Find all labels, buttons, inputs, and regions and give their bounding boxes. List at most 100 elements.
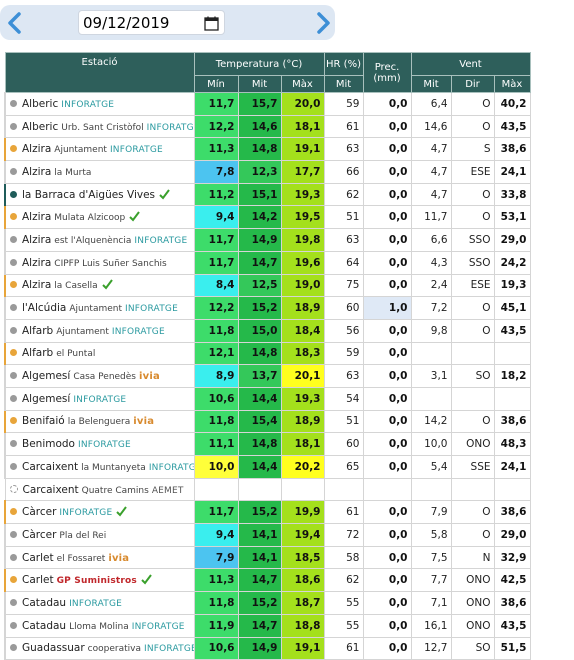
subheader: Dir <box>450 75 495 93</box>
value-cell <box>493 386 531 411</box>
value-cell: 11,7 <box>193 92 239 116</box>
value-cell: N <box>450 545 495 570</box>
station-row: Alzira la Murta 7,8 12,3 17,7 66 0,0 4,7 ESE 24,1 <box>4 160 531 184</box>
value-cell: 10,6 <box>193 386 239 411</box>
station-cell: Alzira CIPFP Luis Suñer Sanchis <box>4 250 195 275</box>
value-cell: 12,7 <box>410 636 452 660</box>
status-dot <box>10 576 17 584</box>
provider: ivia <box>133 416 155 428</box>
station-subname: Quatre Camins <box>81 485 149 496</box>
value-cell: 19,8 <box>280 228 325 252</box>
value-cell: O <box>450 92 495 116</box>
station-cell: Alzira la Casella <box>4 273 195 298</box>
value-cell <box>493 477 531 502</box>
station-cell: Alzira la Murta <box>4 160 195 184</box>
value-cell: 24,2 <box>493 250 531 275</box>
value-cell: 38,6 <box>493 409 531 434</box>
station-cell: Algemesí Casa Penedès ivia <box>4 364 195 388</box>
value-cell: 6,6 <box>410 228 452 252</box>
station-name: Algemesí <box>22 392 71 405</box>
date-input[interactable]: 09/12/2019 <box>78 10 225 35</box>
value-cell: 63 <box>323 228 364 252</box>
value-cell: 64 <box>323 250 364 275</box>
station-row: Càrcer INFORATGE 11,7 15,2 19,9 61 0,0 7,9 O 38,6 <box>4 500 531 525</box>
stations-table: Estació Temperatura (°C) HR (%) Prec. (m… <box>4 52 531 660</box>
station-cell: Alzira est l'Alquenència INFORATGE <box>4 228 195 252</box>
status-dot <box>10 621 17 629</box>
status-dot <box>10 462 17 470</box>
status-dot <box>10 281 17 289</box>
value-cell: SO <box>450 364 495 388</box>
station-subname: el Fossaret <box>56 553 106 564</box>
value-cell: 0,0 <box>362 568 412 593</box>
value-cell: 19,1 <box>280 137 325 162</box>
station-name: Alzira <box>22 165 52 178</box>
value-cell: 61 <box>323 500 364 525</box>
station-name: Catadau <box>22 596 67 609</box>
station-row: Carlet GP Suministros 11,3 14,7 18,6 62 0,0 7,7… <box>4 568 531 593</box>
station-name: Alzira <box>22 143 52 156</box>
value-cell <box>450 341 495 366</box>
status-dot <box>10 122 17 130</box>
station-cell: Alberic INFORATGE <box>4 92 195 116</box>
value-cell: 51 <box>323 205 364 230</box>
station-subname: la Murta <box>54 167 92 178</box>
provider: INFORATGE <box>73 394 127 405</box>
value-cell: 14,6 <box>410 114 452 139</box>
status-dot <box>10 190 17 198</box>
value-cell: 11,7 <box>193 228 239 252</box>
value-cell: 19,5 <box>280 205 325 230</box>
value-cell: 72 <box>323 523 364 547</box>
value-cell: 0,0 <box>362 250 412 275</box>
calendar-icon[interactable] <box>204 16 219 31</box>
value-cell: 4,7 <box>410 182 452 207</box>
station-row: Alzira Ajuntament INFORATGE 11,3 14,8 19,1 63 0… <box>4 137 531 162</box>
value-cell: 0,0 <box>362 364 412 388</box>
status-dot <box>10 167 17 175</box>
station-name: Algemesí <box>22 370 71 383</box>
value-cell: 11,7 <box>410 205 452 230</box>
provider: AEMET <box>151 485 184 496</box>
value-cell: 0,0 <box>362 636 412 660</box>
value-cell: 18,1 <box>280 114 325 139</box>
date-text: 09/12/2019 <box>83 14 170 32</box>
value-cell: O <box>450 296 495 320</box>
station-name: Càrcer <box>22 506 57 519</box>
header-prec: Prec. (mm) <box>362 52 412 93</box>
value-cell: 19,6 <box>280 250 325 275</box>
station-name: Guadassuar <box>22 642 85 655</box>
next-day-button[interactable] <box>312 11 334 35</box>
value-cell: 11,9 <box>193 613 239 638</box>
station-row: Alberic INFORATGE 11,7 15,7 20,0 59 0,0 6,4 O 40,… <box>4 92 531 116</box>
station-cell: Benifaió la Belenguera ivia <box>4 409 195 434</box>
value-cell: 5,8 <box>410 523 452 547</box>
value-cell: 12,3 <box>237 160 282 184</box>
station-subname: Mulata Alzicoop <box>54 213 126 224</box>
station-row: Alzira est l'Alquenència INFORATGE 11,7 14,9… <box>4 228 531 252</box>
provider: INFORATGE <box>134 235 188 246</box>
value-cell <box>410 341 452 366</box>
value-cell: 62 <box>323 568 364 593</box>
value-cell: 11,1 <box>193 432 239 456</box>
value-cell: 10,6 <box>193 636 239 660</box>
value-cell: 0,0 <box>362 137 412 162</box>
value-cell: 14,2 <box>237 205 282 230</box>
value-cell: 0,0 <box>362 500 412 525</box>
value-cell: 62 <box>323 182 364 207</box>
value-cell: 38,6 <box>493 137 531 162</box>
station-subname: Urb. Sant Cristòfol <box>61 122 144 133</box>
prev-day-button[interactable] <box>4 11 26 35</box>
value-cell: 53,1 <box>493 205 531 230</box>
verified-check <box>141 574 152 585</box>
value-cell: 65 <box>323 455 364 479</box>
value-cell: 0,0 <box>362 613 412 638</box>
station-cell: Càrcer INFORATGE <box>4 500 195 525</box>
value-cell: 15,0 <box>237 318 282 343</box>
station-cell: Càrcer Pla del Rei <box>4 523 195 547</box>
value-cell: 9,4 <box>193 523 239 547</box>
station-subname: la Muntanyeta <box>81 462 146 473</box>
station-row: Alzira la Casella 8,4 12,5 19,0 75 0,0 2,4 ESE 19… <box>4 273 531 298</box>
provider: INFORATGE <box>146 122 194 133</box>
